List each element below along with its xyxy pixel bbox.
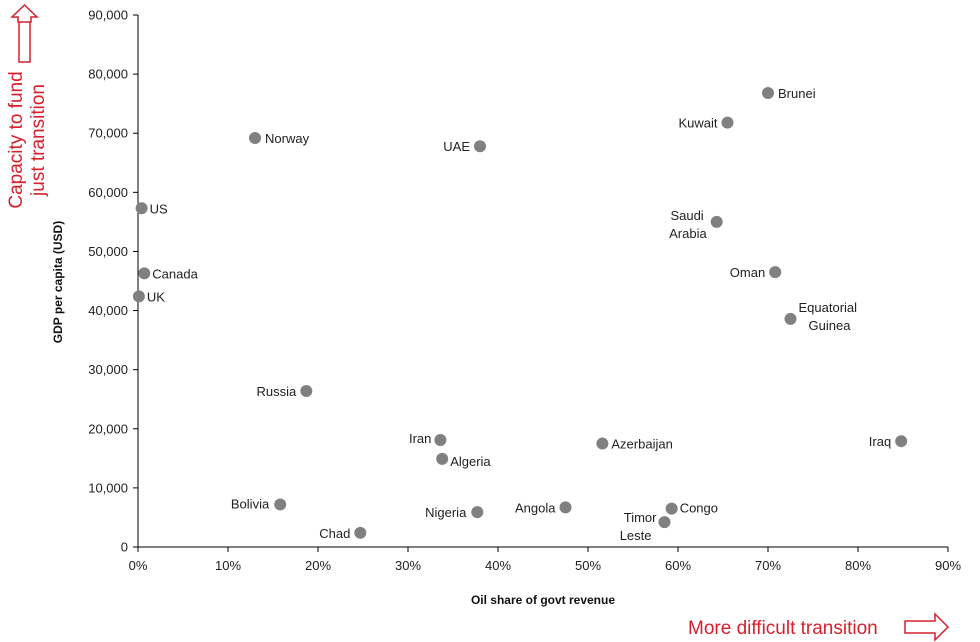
x-tick-label: 20% [305, 558, 331, 573]
data-point [762, 87, 774, 100]
point-label: Norway [265, 131, 310, 146]
point-label: Canada [152, 266, 198, 281]
x-tick-label: 40% [485, 558, 511, 573]
data-point [596, 437, 609, 450]
up-arrow-icon [10, 3, 39, 23]
data-point [471, 506, 484, 519]
data-point [474, 140, 486, 153]
point-label: Leste [620, 528, 652, 543]
up-arrow-shaft-icon [18, 22, 31, 63]
data-point [895, 435, 908, 448]
x-tick-label: 0% [129, 558, 148, 573]
data-point [138, 267, 151, 280]
point-label: Congo [680, 501, 718, 516]
point-label: Russia [257, 384, 298, 399]
x-tick-label: 60% [665, 558, 691, 573]
data-point [784, 312, 797, 325]
data-point [721, 116, 734, 129]
data-point [710, 215, 723, 228]
data-point [658, 516, 671, 529]
x-annotation: More difficult transition [688, 618, 878, 639]
x-tick-label: 50% [575, 558, 601, 573]
y-tick-label: 20,000 [88, 421, 128, 436]
right-arrow-icon [904, 612, 950, 642]
point-label: UAE [443, 139, 470, 154]
y-tick-label: 10,000 [88, 480, 128, 495]
x-tick-label: 30% [395, 558, 421, 573]
x-axis-title: Oil share of govt revenue [471, 593, 615, 607]
point-label: Algeria [450, 454, 491, 469]
y-tick-label: 70,000 [88, 126, 128, 141]
y-tick-label: 30,000 [88, 362, 128, 377]
data-point [665, 502, 678, 515]
point-label: Chad [319, 526, 350, 541]
point-label: Angola [515, 500, 556, 515]
y-tick-label: 50,000 [88, 244, 128, 259]
point-label: Oman [730, 265, 765, 280]
point-label: Iraq [869, 434, 891, 449]
data-point [354, 526, 367, 539]
y-tick-label: 60,000 [88, 185, 128, 200]
point-label: UK [147, 289, 165, 304]
data-point [559, 501, 572, 514]
point-label: Equatorial [799, 300, 858, 315]
point-label: Nigeria [425, 505, 467, 520]
data-point [135, 202, 148, 215]
y-annotation-line-1: Capacity to fund [6, 71, 27, 208]
data-point [132, 290, 145, 303]
point-label: Iran [409, 431, 431, 446]
x-tick-label: 10% [215, 558, 241, 573]
y-annotation-line-2: just transition [28, 84, 49, 197]
point-label: Kuwait [678, 116, 717, 131]
y-tick-label: 80,000 [88, 67, 128, 82]
x-tick-label: 70% [755, 558, 781, 573]
point-label: Timor [624, 510, 657, 525]
point-label: Brunei [778, 86, 816, 101]
y-tick-label: 90,000 [88, 8, 128, 23]
x-tick-label: 90% [935, 558, 961, 573]
y-tick-label: 40,000 [88, 303, 128, 318]
x-tick-label: 80% [845, 558, 871, 573]
point-label: US [150, 201, 168, 216]
data-point [300, 384, 313, 397]
data-point [249, 131, 261, 144]
y-axis-title: GDP per capita (USD) [51, 221, 65, 343]
point-label: Saudi [670, 208, 703, 223]
point-label: Guinea [809, 318, 852, 333]
data-point [434, 434, 447, 447]
data-point [769, 266, 782, 279]
point-label: Arabia [669, 226, 707, 241]
point-label: Azerbaijan [611, 437, 672, 452]
point-label: Bolivia [231, 496, 270, 511]
data-point [274, 498, 287, 511]
data-point [436, 452, 449, 465]
y-tick-label: 0 [121, 540, 128, 555]
